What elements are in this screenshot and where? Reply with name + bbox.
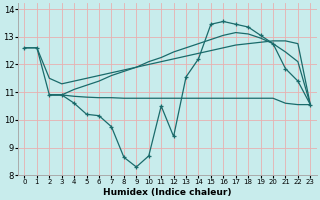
X-axis label: Humidex (Indice chaleur): Humidex (Indice chaleur)	[103, 188, 232, 197]
